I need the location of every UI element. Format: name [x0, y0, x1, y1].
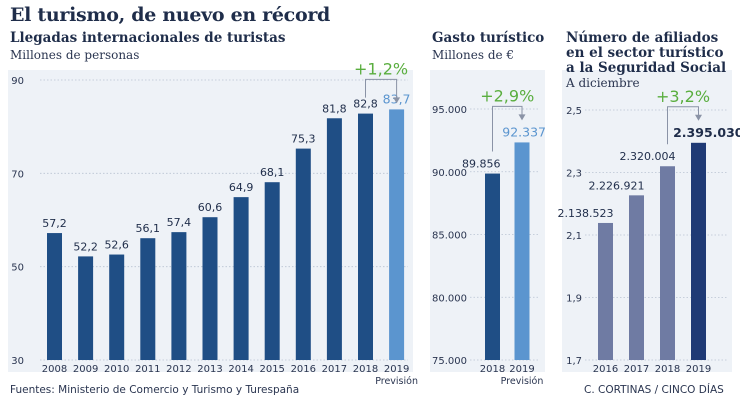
- chart1-ytick-label: 50: [11, 263, 24, 274]
- chart2-bar-2018: [485, 173, 500, 360]
- spending-unit: Millones de €: [432, 48, 515, 62]
- chart1-bar-2019: [389, 109, 405, 361]
- chart1-bar-2012: [171, 232, 187, 360]
- chart3-value-label: 2.138.523: [558, 207, 614, 220]
- spending-title: Gasto turístico: [432, 30, 545, 46]
- chart1-value-label: 64,9: [229, 181, 254, 194]
- chart1-bar-2017: [326, 118, 342, 361]
- chart1-bar-2008: [47, 233, 62, 360]
- source-note: Fuentes: Ministerio de Comercio y Turism…: [10, 384, 300, 396]
- chart2-value-label: 92.337: [502, 124, 546, 139]
- chart1-year-label: 2008: [42, 364, 67, 375]
- chart1-bar-2010: [109, 254, 125, 360]
- chart2-forecast-label: Previsión: [501, 376, 544, 387]
- chart1-change-bracket: [365, 78, 398, 99]
- arrivals-title: Llegadas internacionales de turistas: [10, 30, 286, 46]
- chart3-ytick-label: 2,5: [566, 106, 582, 117]
- chart3-bar-2016: [598, 222, 613, 360]
- chart1-value-label: 60,6: [198, 201, 223, 214]
- chart3-year-label: 2018: [655, 364, 680, 375]
- chart1-bar-2016: [295, 148, 311, 360]
- chart1-change-label: +1,2%: [354, 59, 408, 78]
- chart3-ytick-label: 2,1: [566, 231, 582, 242]
- chart1-ytick-label: 90: [11, 76, 24, 87]
- credit-note: C. CORTINAS / CINCO DÍAS: [584, 384, 724, 396]
- chart3-bar-2018: [660, 166, 675, 360]
- chart3-value-label: 2.395.030: [673, 125, 740, 140]
- chart1-year-label: 2016: [291, 364, 316, 375]
- chart2-ytick-label: 80.000: [432, 293, 467, 304]
- chart3-value-label: 2.320.004: [620, 150, 676, 163]
- chart1-value-label: 81,8: [322, 102, 347, 115]
- chart3-ytick-label: 1,9: [566, 294, 582, 305]
- chart1-bar-2013: [202, 217, 218, 360]
- chart3-year-label: 2019: [686, 364, 711, 375]
- chart1-bar-2009: [78, 256, 94, 360]
- chart3-value-label: 2.226.921: [589, 179, 645, 192]
- chart3-year-label: 2016: [593, 364, 618, 375]
- chart2-change-label: +2,9%: [480, 86, 534, 105]
- chart2-value-label: 89.856: [462, 158, 501, 171]
- chart2-change-bracket: [492, 105, 523, 152]
- chart1-bar-2018: [358, 113, 373, 360]
- chart1-value-label: 57,2: [42, 217, 67, 230]
- chart1-value-label: 68,1: [260, 166, 285, 179]
- chart1-value-label: 82,8: [353, 98, 378, 111]
- chart1-bar-2011: [140, 238, 156, 360]
- chart1-change-arrow: [393, 97, 401, 104]
- chart3-bar-2019: [691, 142, 706, 360]
- chart1-value-label: 52,6: [104, 239, 129, 252]
- chart2-bar-2019: [514, 142, 530, 360]
- affiliates-title-line-3: a la Seguridad Social: [566, 60, 727, 76]
- chart3-year-label: 2017: [624, 364, 649, 375]
- arrivals-unit: Millones de personas: [10, 48, 140, 62]
- chart1-ytick-label: 70: [11, 169, 24, 180]
- chart1-year-label: 2018: [353, 364, 378, 375]
- chart1-year-label: 2013: [197, 364, 222, 375]
- chart3-change-label: +3,2%: [656, 87, 710, 106]
- chart2-ytick-label: 75.000: [432, 356, 467, 367]
- chart1-year-label: 2015: [259, 364, 284, 375]
- chart1-value-label: 52,2: [73, 240, 98, 253]
- chart3-change-arrow: [695, 114, 702, 121]
- chart3-ytick-label: 2,3: [566, 169, 582, 180]
- chart1-year-label: 2010: [104, 364, 129, 375]
- chart2-year-label: 2019: [509, 364, 534, 375]
- chart1-year-label: 2019: [384, 364, 409, 375]
- chart1-value-label: 56,1: [136, 222, 161, 235]
- chart1-value-label: 75,3: [291, 133, 316, 146]
- chart1-year-label: 2012: [166, 364, 191, 375]
- chart3-bar-2017: [629, 195, 644, 360]
- chart3-change-bracket: [667, 106, 699, 145]
- affiliates-title-line-2: en el sector turístico: [566, 45, 724, 61]
- page-title: El turismo, de nuevo en récord: [10, 4, 331, 26]
- affiliates-unit: A diciembre: [566, 76, 640, 90]
- chart2-ytick-label: 95.000: [432, 105, 467, 116]
- chart1-year-label: 2009: [73, 364, 98, 375]
- chart2-year-label: 2018: [480, 364, 505, 375]
- chart2-change-arrow: [518, 114, 526, 121]
- chart2-ytick-label: 85.000: [432, 231, 467, 242]
- chart1-year-label: 2014: [228, 364, 253, 375]
- chart1-forecast-label: Previsión: [375, 376, 418, 387]
- chart3-ytick-label: 1,7: [566, 356, 582, 367]
- chart1-bar-2014: [233, 197, 249, 360]
- chart1-ytick-label: 30: [11, 356, 24, 367]
- chart1-value-label: 57,4: [167, 216, 192, 229]
- chart1-bar-2015: [264, 182, 280, 360]
- affiliates-title-line-1: Número de afiliados: [566, 30, 719, 46]
- chart2-ytick-label: 90.000: [432, 168, 467, 179]
- chart1-year-label: 2017: [322, 364, 347, 375]
- chart1-year-label: 2011: [135, 364, 160, 375]
